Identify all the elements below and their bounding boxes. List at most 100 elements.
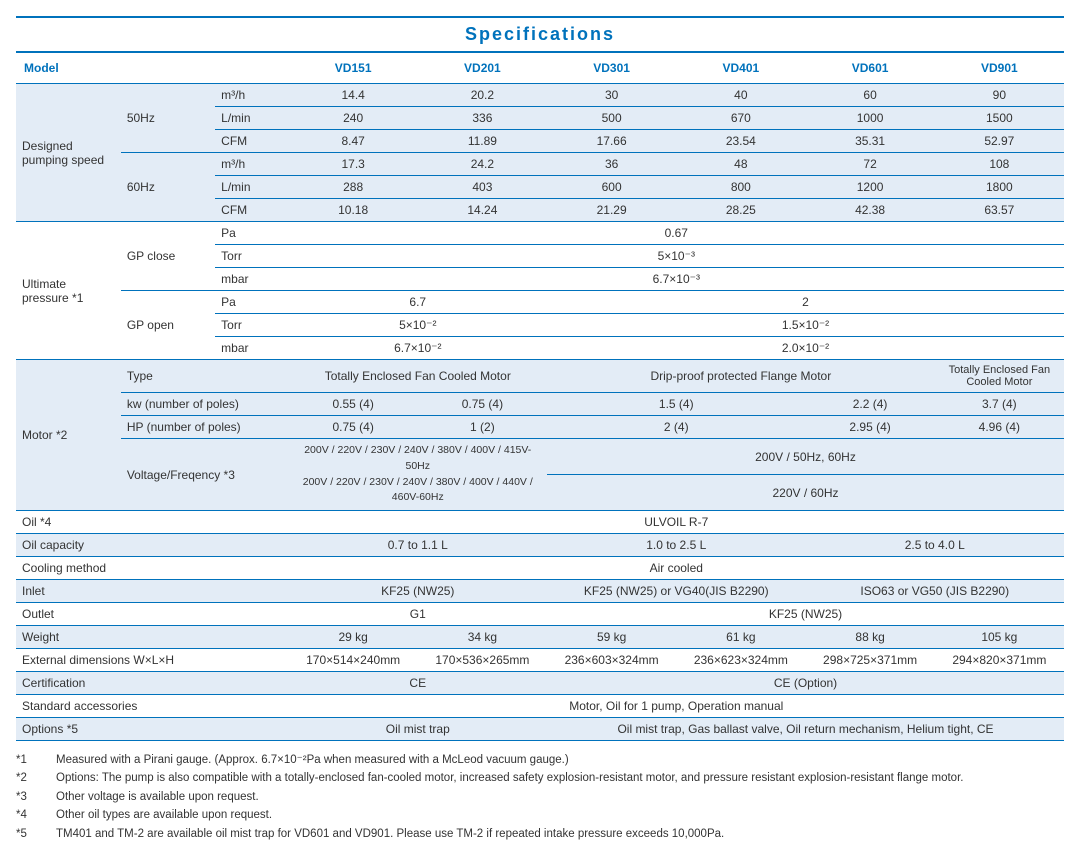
cell: CE (Option) xyxy=(547,672,1064,695)
cell: 600 xyxy=(547,176,676,199)
note-tag: *3 xyxy=(16,788,44,806)
cell: Totally Enclosed Fan Cooled Motor xyxy=(935,360,1064,393)
cell: 2.95 (4) xyxy=(805,416,934,439)
cell: 40 xyxy=(676,84,805,107)
cell: 35.31 xyxy=(805,130,934,153)
gp-open-label: GP open xyxy=(121,291,215,360)
cell: 5×10⁻³ xyxy=(289,245,1064,268)
oil-label: Oil *4 xyxy=(16,511,289,534)
unit-m3h: m³/h xyxy=(215,153,288,176)
cell: 298×725×371mm xyxy=(805,649,934,672)
cell: 2.0×10⁻² xyxy=(547,337,1064,360)
cell: 1.5×10⁻² xyxy=(547,314,1064,337)
unit-mbar: mbar xyxy=(215,337,288,360)
cell: 52.97 xyxy=(935,130,1064,153)
cell: 6.7×10⁻² xyxy=(289,337,547,360)
cell: 17.66 xyxy=(547,130,676,153)
cell: 500 xyxy=(547,107,676,130)
cell: 14.4 xyxy=(289,84,418,107)
cell: 670 xyxy=(676,107,805,130)
unit-lmin: L/min xyxy=(215,107,288,130)
note-tag: *2 xyxy=(16,769,44,787)
volt-line: 200V / 220V / 230V / 240V / 380V / 400V … xyxy=(304,444,531,472)
weight-label: Weight xyxy=(16,626,289,649)
cell: 42.38 xyxy=(805,199,934,222)
cell: 2.2 (4) xyxy=(805,393,934,416)
oilcap-label: Oil capacity xyxy=(16,534,289,557)
cell: 108 xyxy=(935,153,1064,176)
cell: 20.2 xyxy=(418,84,547,107)
motor-type-label: Type xyxy=(121,360,289,393)
volt-line: 200V / 220V / 230V / 240V / 380V / 400V … xyxy=(303,476,533,504)
motor-kw-label: kw (number of poles) xyxy=(121,393,289,416)
cell: 30 xyxy=(547,84,676,107)
cell: 2.5 to 4.0 L xyxy=(805,534,1064,557)
cell: 220V / 60Hz xyxy=(547,475,1064,511)
spec-table: Model VD151 VD201 VD301 VD401 VD601 VD90… xyxy=(16,53,1064,741)
cell: 11.89 xyxy=(418,130,547,153)
gp-close-label: GP close xyxy=(121,222,215,291)
cell: 800 xyxy=(676,176,805,199)
ultimate-label: Ultimate pressure *1 xyxy=(16,222,121,360)
cell: 3.7 (4) xyxy=(935,393,1064,416)
opts-label: Options *5 xyxy=(16,718,289,741)
col-vd401: VD401 xyxy=(676,53,805,84)
cell: 1.0 to 2.5 L xyxy=(547,534,805,557)
cell: 48 xyxy=(676,153,805,176)
cell: 1500 xyxy=(935,107,1064,130)
freq-50: 50Hz xyxy=(121,84,215,153)
cell: 21.29 xyxy=(547,199,676,222)
col-vd901: VD901 xyxy=(935,53,1064,84)
cell: 34 kg xyxy=(418,626,547,649)
cell: Oil mist trap xyxy=(289,718,547,741)
motor-label: Motor *2 xyxy=(16,360,121,511)
cell: ISO63 or VG50 (JIS B2290) xyxy=(805,580,1064,603)
cell: 288 xyxy=(289,176,418,199)
cell: 1000 xyxy=(805,107,934,130)
unit-cfm: CFM xyxy=(215,130,288,153)
unit-torr: Torr xyxy=(215,314,288,337)
cell: KF25 (NW25) xyxy=(289,580,547,603)
cell: 63.57 xyxy=(935,199,1064,222)
cell: 200V / 220V / 230V / 240V / 380V / 400V … xyxy=(289,439,547,511)
cell: 72 xyxy=(805,153,934,176)
col-vd151: VD151 xyxy=(289,53,418,84)
cell: 4.96 (4) xyxy=(935,416,1064,439)
page-title: Specifications xyxy=(16,18,1064,51)
pumping-label: Designed pumping speed xyxy=(16,84,121,222)
cell: 1800 xyxy=(935,176,1064,199)
cell: 90 xyxy=(935,84,1064,107)
cell: 200V / 50Hz, 60Hz xyxy=(547,439,1064,475)
cell: 10.18 xyxy=(289,199,418,222)
cell: 2 xyxy=(547,291,1064,314)
acc-label: Standard accessories xyxy=(16,695,289,718)
cell: 0.75 (4) xyxy=(289,416,418,439)
cell: Motor, Oil for 1 pump, Operation manual xyxy=(289,695,1064,718)
unit-torr: Torr xyxy=(215,245,288,268)
unit-cfm: CFM xyxy=(215,199,288,222)
unit-mbar: mbar xyxy=(215,268,288,291)
cell: 60 xyxy=(805,84,934,107)
cell: 0.67 xyxy=(289,222,1064,245)
note-text: TM401 and TM-2 are available oil mist tr… xyxy=(56,825,724,843)
unit-lmin: L/min xyxy=(215,176,288,199)
cell: G1 xyxy=(289,603,547,626)
cell: 170×536×265mm xyxy=(418,649,547,672)
model-label: Model xyxy=(16,53,289,84)
note-text: Measured with a Pirani gauge. (Approx. 6… xyxy=(56,751,569,769)
cell: 14.24 xyxy=(418,199,547,222)
col-vd601: VD601 xyxy=(805,53,934,84)
cell: 0.7 to 1.1 L xyxy=(289,534,547,557)
cell: 403 xyxy=(418,176,547,199)
cell: KF25 (NW25) xyxy=(547,603,1064,626)
cell: 2 (4) xyxy=(547,416,805,439)
cell: 36 xyxy=(547,153,676,176)
unit-m3h: m³/h xyxy=(215,84,288,107)
unit-pa: Pa xyxy=(215,291,288,314)
note-tag: *5 xyxy=(16,825,44,843)
footnote-row: *4Other oil types are available upon req… xyxy=(16,806,1064,824)
outlet-label: Outlet xyxy=(16,603,289,626)
unit-pa: Pa xyxy=(215,222,288,245)
cell: 17.3 xyxy=(289,153,418,176)
dims-label: External dimensions W×L×H xyxy=(16,649,289,672)
